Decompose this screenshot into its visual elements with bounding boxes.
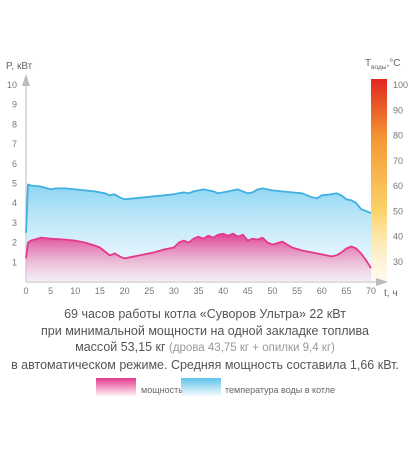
y2-tick-label: 50 [393,206,403,216]
x-axis-label: t, ч [384,288,398,299]
y2-tick-label: 40 [393,232,403,242]
x-tick-label: 0 [23,286,28,296]
y-tick-label: 6 [12,159,17,169]
y-tick-label: 7 [12,139,17,149]
x-tick-label: 20 [120,286,130,296]
y2-tick-label: 80 [393,131,403,141]
temperature-scale-bar [371,79,387,282]
x-tick-label: 15 [95,286,105,296]
y-tick-label: 8 [12,119,17,129]
x-tick-label: 25 [144,286,154,296]
y-tick-label: 9 [12,100,17,110]
x-tick-label: 35 [193,286,203,296]
caption-line-2: при минимальной мощности на одной заклад… [41,323,369,338]
y2-tick-label: 60 [393,181,403,191]
y-axis-label: P, кВт [6,61,33,72]
legend-power-swatch [96,378,136,396]
x-tick-label: 5 [48,286,53,296]
caption-fuel-mass: массой 53,15 кг [75,340,166,354]
x-tick-label: 10 [70,286,80,296]
y-tick-label: 5 [12,179,17,189]
y2-tick-label: 100 [393,80,408,90]
x-tick-label: 30 [169,286,179,296]
x-tick-label: 45 [243,286,253,296]
y-tick-label: 3 [12,218,17,228]
power-series-area [26,233,371,282]
y-tick-label: 1 [12,257,17,267]
y-tick-label: 4 [12,198,17,208]
legend-power-label: мощность [141,385,183,395]
x-tick-label: 40 [218,286,228,296]
y2-tick-label: 30 [393,257,403,267]
y2-tick-label: 90 [393,105,403,115]
x-tick-label: 55 [292,286,302,296]
y-tick-label: 10 [7,80,17,90]
x-tick-label: 50 [267,286,277,296]
power-series-line [25,232,372,269]
x-tick-label: 70 [366,286,376,296]
temperature-series-line [25,183,372,233]
x-tick-label: 60 [317,286,327,296]
x-tick-label: 65 [341,286,351,296]
y2-tick-label: 70 [393,156,403,166]
y-tick-label: 2 [12,238,17,248]
y2-axis-label: Tводы,°С [365,58,400,71]
legend-temperature-swatch [181,378,221,396]
chart-caption: 69 часов работы котла «Суворов Ультра» 2… [0,306,410,373]
caption-line-4: в автоматическом режиме. Средняя мощност… [11,357,399,372]
legend-temperature-label: температура воды в котле [225,385,336,395]
x-axis-arrow [376,278,388,286]
y-axis-arrow [22,74,30,86]
legend: мощность температура воды в котле [0,378,410,398]
caption-fuel-detail: (дрова 43,75 кг + опилки 9,4 кг) [169,342,335,354]
caption-line-1: 69 часов работы котла «Суворов Ультра» 2… [64,307,346,321]
caption-line-3: массой 53,15 кг (дрова 43,75 кг + опилки… [0,339,410,357]
